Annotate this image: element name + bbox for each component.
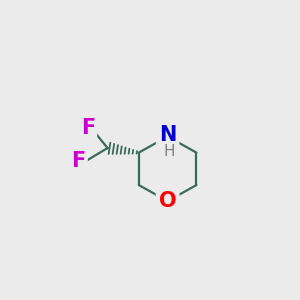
Text: F: F: [72, 151, 86, 171]
Text: F: F: [81, 118, 95, 138]
Text: O: O: [159, 191, 176, 211]
Text: N: N: [159, 125, 176, 145]
Text: H: H: [163, 144, 175, 159]
